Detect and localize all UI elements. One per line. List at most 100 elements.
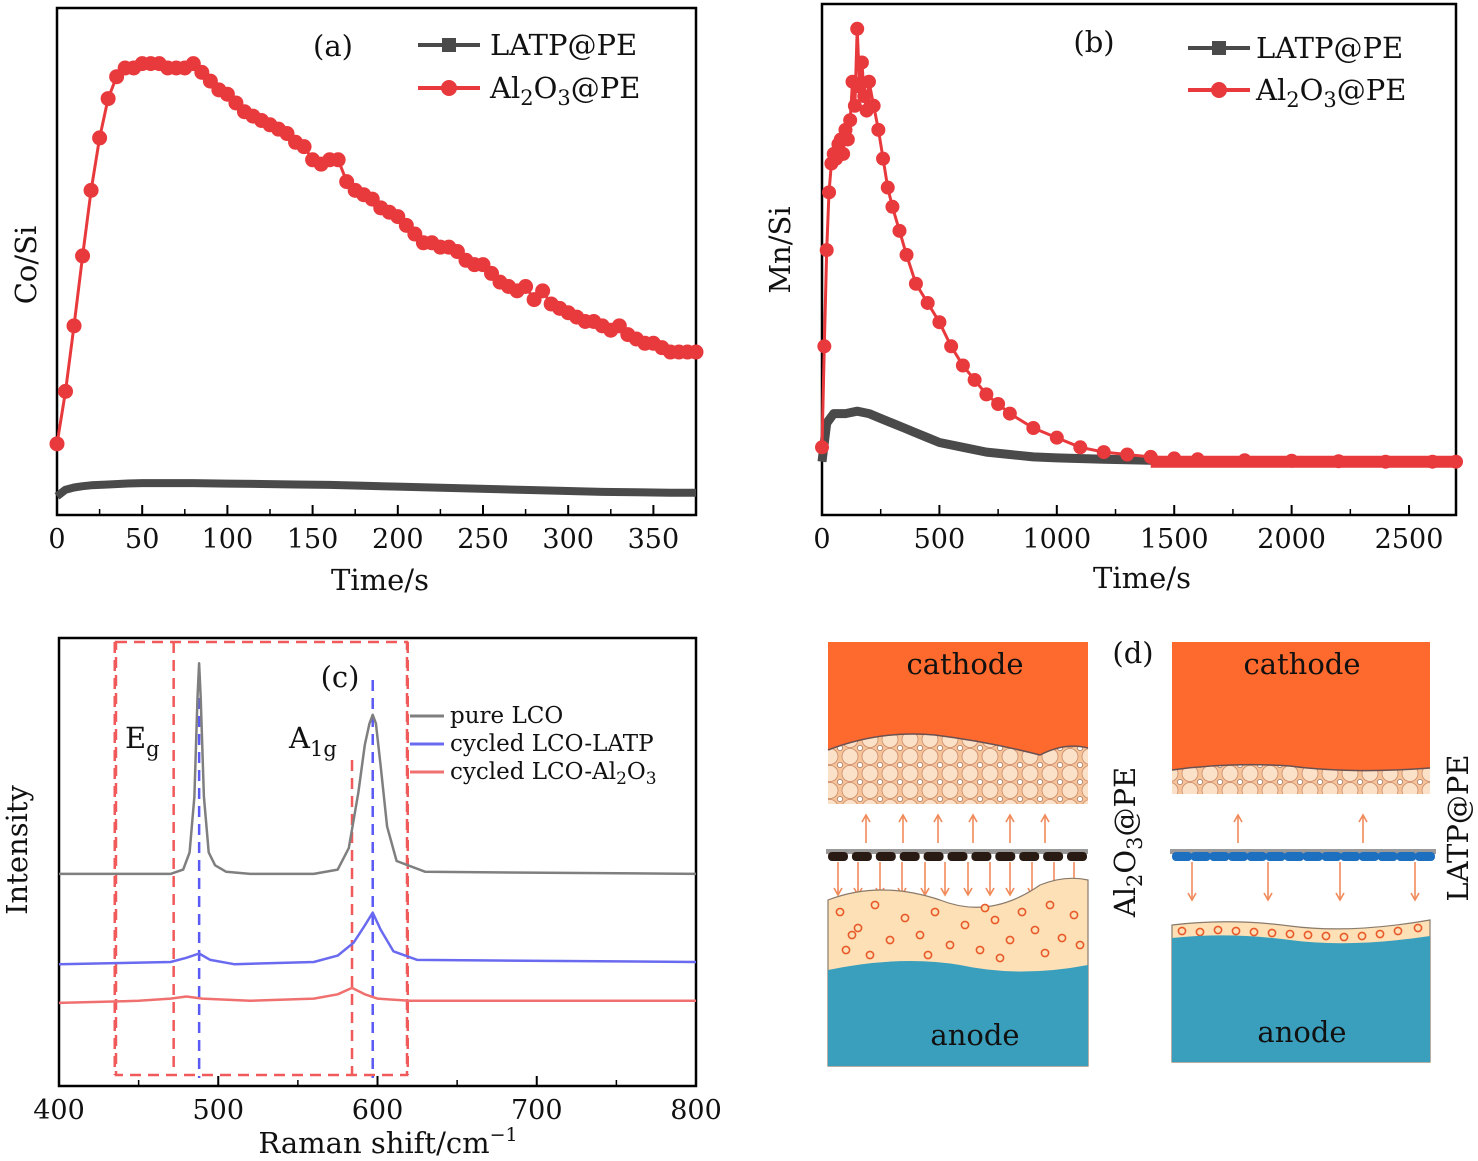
separator-coating-particle: [971, 852, 992, 861]
data-point-al2o3-b: [908, 276, 923, 291]
metal-deposit-particle: [885, 935, 895, 945]
data-point-al2o3-b: [857, 89, 872, 104]
panel-label-b: (b): [1073, 25, 1114, 59]
metal-deposit-particle: [1005, 935, 1015, 945]
cathode-label-left: cathode: [906, 647, 1023, 681]
separator-label-right: LATP@PE: [1441, 754, 1475, 901]
metal-deposit-particle: [1040, 948, 1050, 958]
metal-deposit-particle: [865, 950, 875, 960]
down-arrows-right: [1187, 862, 1420, 902]
data-point-al2o3-a: [688, 344, 704, 360]
separator-coating-particle: [1396, 852, 1417, 861]
cei-edge-right: [1171, 763, 1431, 772]
data-point-al2o3-b: [967, 372, 982, 387]
metal-deposit-particle: [841, 945, 851, 955]
separator-coating-particle: [1340, 852, 1361, 861]
separator-coating-particle: [875, 852, 896, 861]
x-tick-label-a-50: 50: [125, 524, 159, 555]
data-point-al2o3-b: [819, 243, 834, 258]
series-line-latp-a: [54, 479, 696, 500]
separator-coating-particle: [1284, 852, 1305, 861]
cei-edge-left: [827, 733, 1089, 756]
metal-deposit-particle: [945, 940, 955, 950]
ion-arrowhead: [940, 887, 950, 897]
metal-deposit-particle: [1017, 907, 1027, 917]
legend-label-al2o3-a: Al2O3@PE: [489, 71, 640, 110]
x-tick-label-c-500: 500: [192, 1095, 244, 1126]
ion-arrowhead: [1335, 892, 1345, 902]
y-axis-label-a: Co/Si: [9, 226, 43, 305]
x-tick-label-b-2000: 2000: [1257, 524, 1326, 555]
data-point-al2o3-b: [822, 185, 837, 200]
separator-left: [826, 849, 1088, 861]
panel-c: 400 500 600 700 800 (c) Eg A1g Raman shift/c…: [0, 636, 722, 1160]
data-point-al2o3-b: [920, 295, 935, 310]
separator-coating-particle: [1321, 852, 1342, 861]
data-point-al2o3-a: [296, 139, 312, 155]
x-tick-label-b-1500: 1500: [1140, 524, 1209, 555]
legend-label-al2o3-b: Al2O3@PE: [1255, 73, 1406, 112]
separator-coating-particle: [1067, 852, 1087, 861]
metal-deposit-particle: [1393, 926, 1403, 936]
data-point-al2o3-a: [83, 182, 99, 198]
metal-deposit-particle: [1075, 940, 1085, 950]
data-point-al2o3-b: [847, 98, 862, 113]
x-tick-label-a-0: 0: [48, 524, 65, 555]
data-point-al2o3-b: [1096, 445, 1111, 460]
separator-coating-particle: [995, 852, 1016, 861]
data-point-al2o3-b: [840, 132, 855, 147]
data-point-al2o3-a: [92, 130, 108, 146]
data-point-al2o3-b: [866, 98, 881, 113]
metal-deposit-particle: [995, 953, 1005, 963]
x-tick-label-a-100: 100: [202, 524, 254, 555]
metal-deposit-particle: [847, 930, 857, 940]
anode-label-right: anode: [1257, 1015, 1346, 1049]
separator-coating-particle: [1265, 852, 1286, 861]
metal-deposit-particle: [900, 913, 910, 923]
data-point-al2o3-a: [100, 91, 116, 107]
x-tick-label-c-700: 700: [511, 1095, 563, 1126]
data-point-al2o3-b: [899, 247, 914, 262]
series-group-a: [49, 56, 704, 500]
metal-deposit-particle: [1213, 925, 1223, 935]
data-point-al2o3-b: [854, 55, 869, 70]
data-point-al2o3-a: [330, 152, 346, 168]
data-point-al2o3-b: [932, 315, 947, 330]
metal-deposit-particle: [1045, 900, 1055, 910]
x-tick-label-b-1000: 1000: [1022, 524, 1091, 555]
x-axis-label-a: Time/s: [331, 563, 429, 597]
metal-deposit-particle: [1231, 926, 1241, 936]
separator-coating-particle: [1415, 852, 1435, 861]
data-point-al2o3-a: [535, 283, 551, 299]
data-point-al2o3-b: [1120, 447, 1135, 462]
cathode-label-right: cathode: [1243, 647, 1360, 681]
ion-arrowhead: [1233, 813, 1243, 823]
legend-label-latp-b: LATP@PE: [1256, 31, 1403, 65]
separator-coating-particle: [1246, 852, 1267, 861]
panel-label-a: (a): [313, 29, 353, 63]
metal-deposit-particle: [853, 923, 863, 933]
metal-deposit-particle: [1267, 928, 1277, 938]
series-line-latp-b: [817, 406, 1456, 467]
x-tick-label-b-500: 500: [914, 524, 966, 555]
panel-a: 0 50 100 150 200 250 300 350 (a) Time/s Co/Si L…: [9, 6, 704, 597]
x-tick-label-a-250: 250: [457, 524, 509, 555]
y-axis-label-b: Mn/Si: [763, 206, 797, 293]
ion-arrowhead: [1005, 813, 1015, 823]
dashed-box-c: [114, 640, 409, 1077]
panel-label-d: (d): [1112, 636, 1153, 670]
data-point-al2o3-b: [955, 358, 970, 373]
x-ticks-c: 400 500 600 700 800: [33, 1076, 722, 1126]
data-point-al2o3-b: [815, 440, 829, 455]
x-tick-label-a-150: 150: [287, 524, 339, 555]
separator-bar-right: [1170, 849, 1436, 854]
legend-marker-al2o3-a: [441, 80, 457, 96]
separator-coating-particle: [1358, 852, 1379, 861]
separator-coating-particle: [828, 852, 848, 861]
ion-arrowhead: [1358, 813, 1368, 823]
data-point-al2o3-b: [850, 21, 865, 36]
series-line-pure-lco: [59, 661, 697, 876]
metal-deposit-particle: [975, 945, 985, 955]
data-point-al2o3-b: [876, 151, 891, 166]
y-axis-label-c: Intensity: [0, 784, 34, 914]
